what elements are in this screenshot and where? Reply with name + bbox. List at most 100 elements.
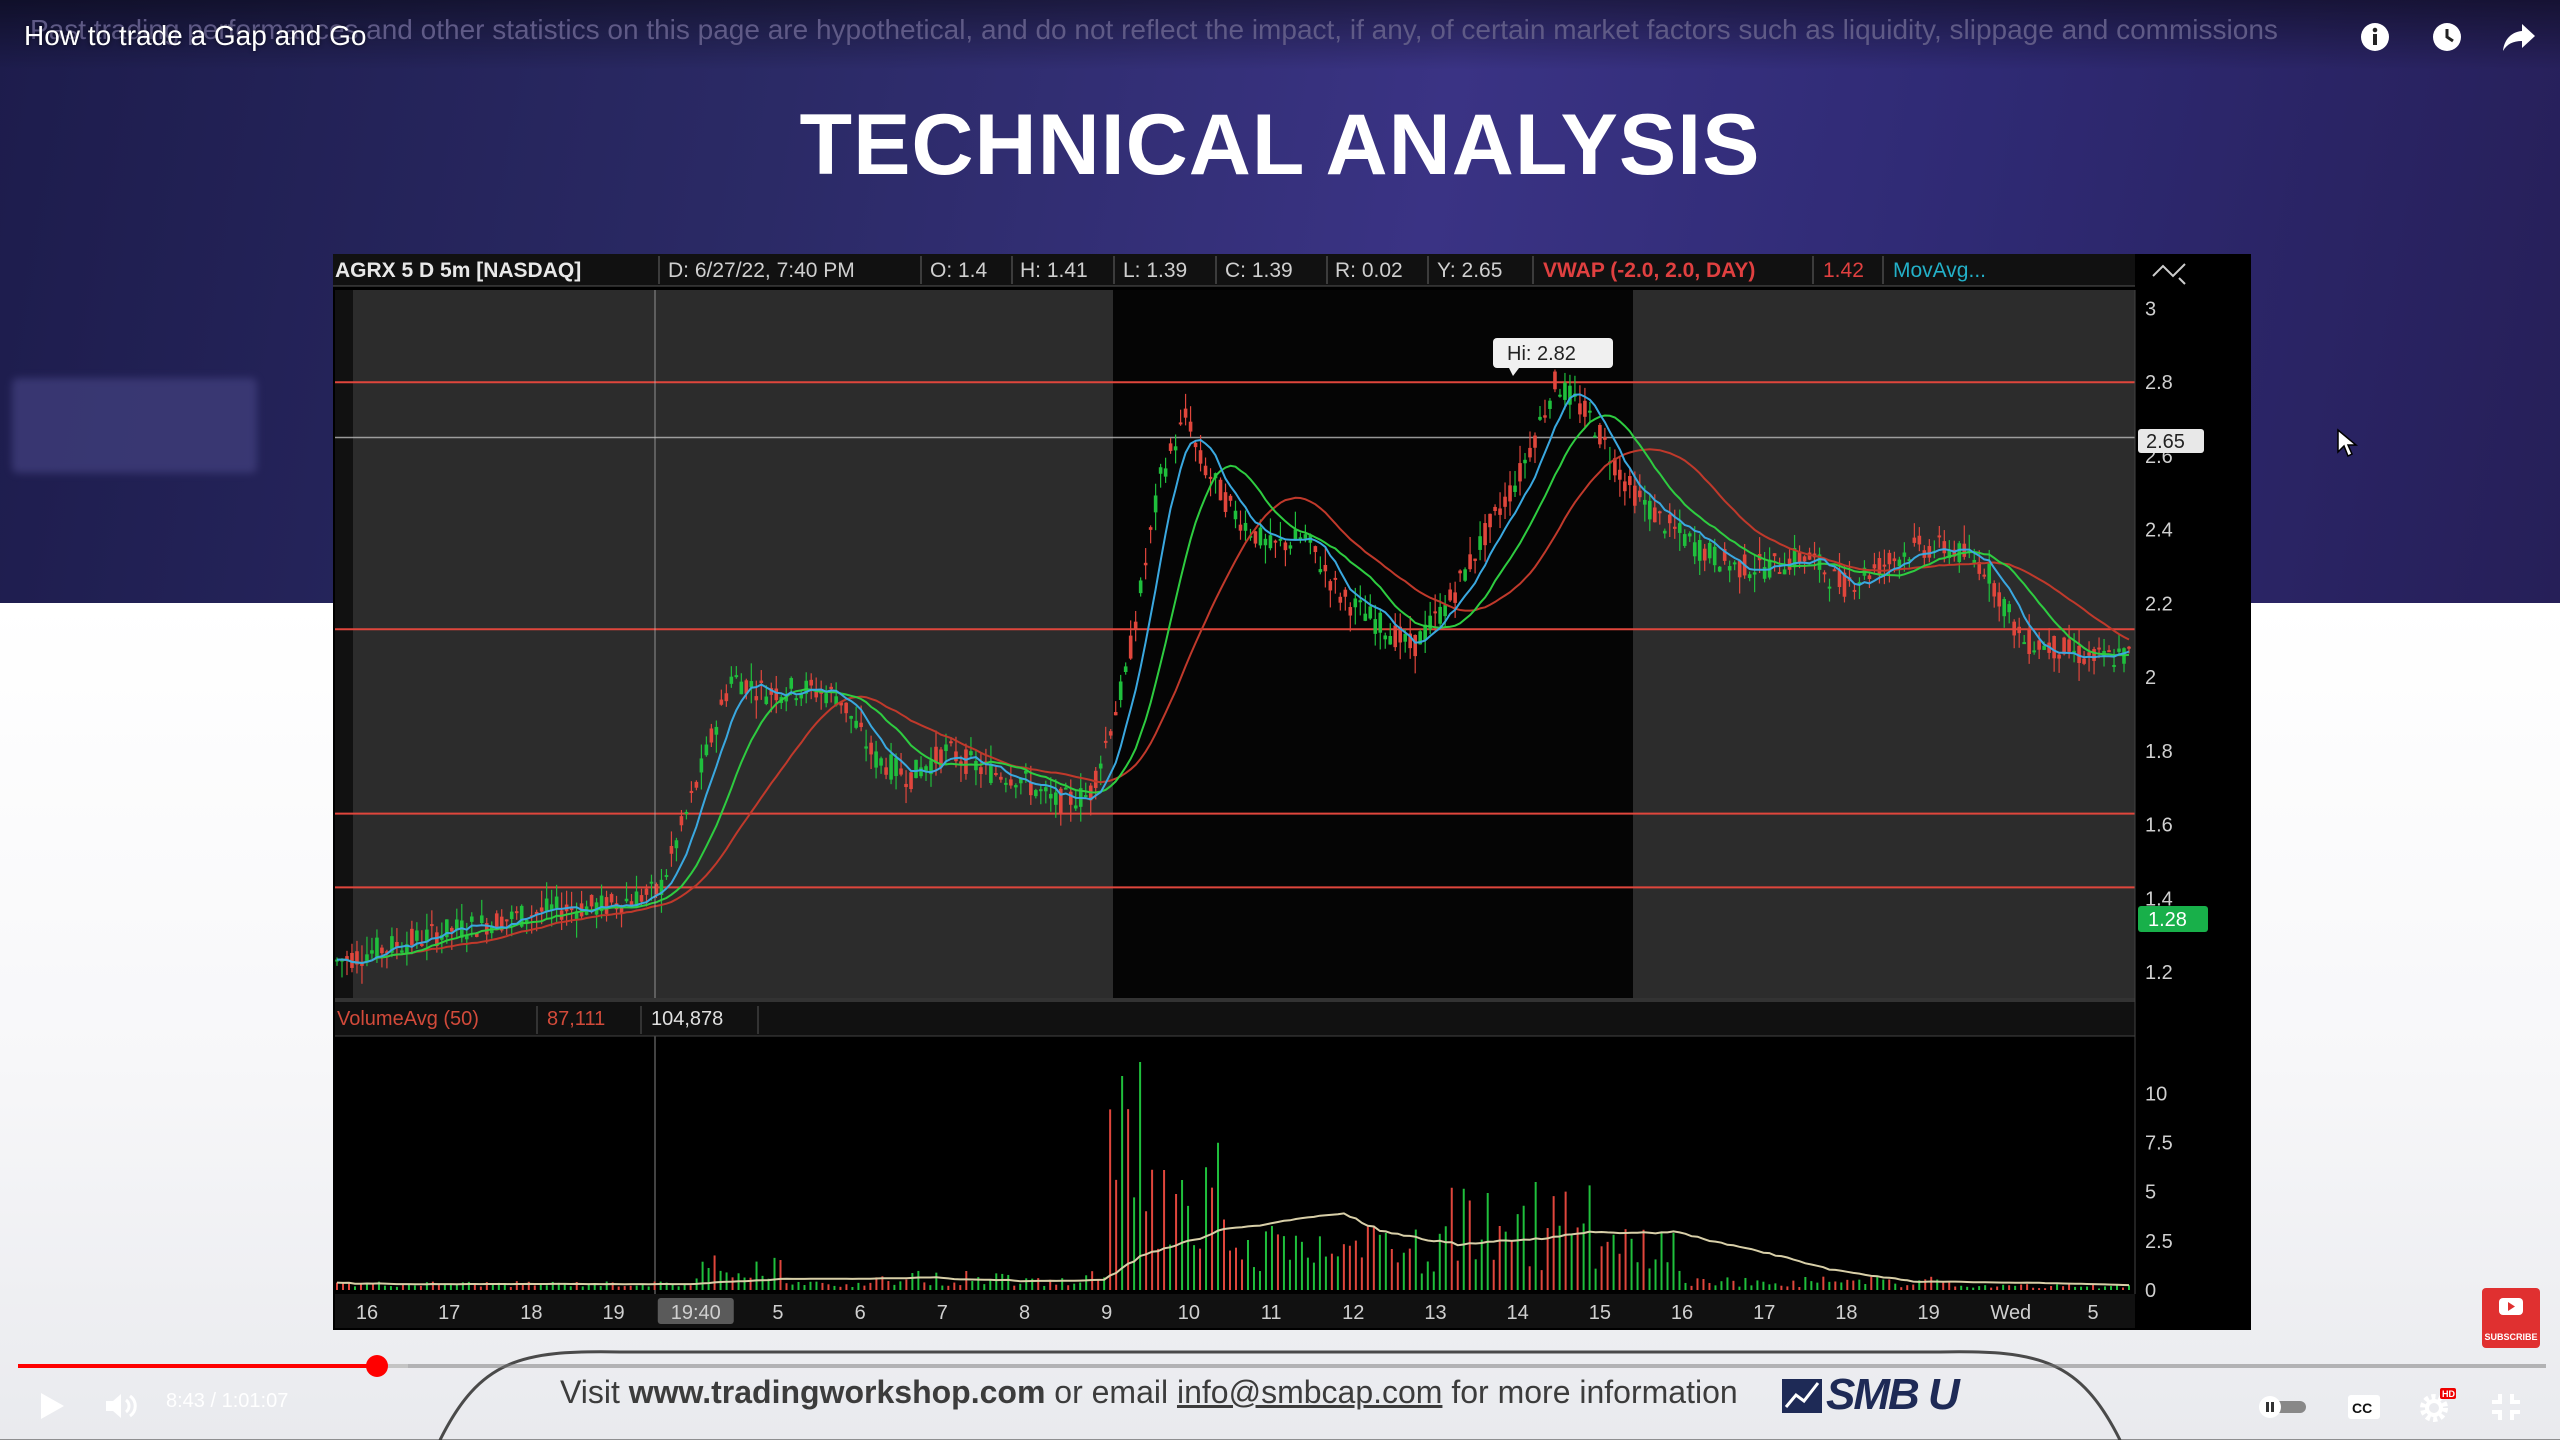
candle-body	[2092, 648, 2096, 661]
volume-tick-label: 0	[2145, 1280, 2156, 1302]
price-tick-label: 1.6	[2145, 815, 2173, 837]
candle-body	[1103, 740, 1108, 743]
chart-movavg: MovAvg...	[1893, 259, 1986, 282]
candle-body	[1313, 546, 1318, 553]
candle-body	[1453, 592, 1457, 603]
candle-body	[1168, 443, 1173, 451]
time-axis-highlight	[657, 1298, 734, 1324]
candle-body	[1433, 611, 1437, 614]
candle-body	[1303, 534, 1308, 539]
candle-body	[1273, 540, 1278, 543]
share-icon[interactable]	[2498, 16, 2540, 58]
chart-canvas: AGRX 5 D 5m [NASDAQ] D: 6/27/22, 7:40 PM…	[333, 254, 2251, 1330]
candle-body	[2067, 639, 2071, 652]
svg-text:CC: CC	[2352, 1400, 2372, 1416]
candle-body	[370, 950, 374, 954]
candle-body	[2032, 650, 2036, 653]
candle-body	[544, 898, 549, 912]
footer-url[interactable]: www.tradingworkshop.com	[628, 1374, 1046, 1410]
candle-body	[1937, 535, 1942, 538]
candle-body	[1672, 526, 1677, 529]
time-tick-label: 9	[1101, 1302, 1112, 1324]
smb-logo-text: SMB U	[1826, 1370, 1960, 1419]
candle-body	[774, 688, 779, 701]
candle-body	[1657, 511, 1662, 514]
candle-body	[854, 720, 858, 728]
candle-body	[754, 696, 759, 701]
play-icon	[41, 1393, 64, 1419]
candle-body	[1153, 495, 1158, 513]
candle-body	[1737, 560, 1742, 578]
candle-body	[1328, 581, 1333, 591]
candle-body	[464, 935, 469, 940]
captions-icon: CC	[2348, 1395, 2380, 1419]
subscribe-button[interactable]: SUBSCRIBE	[2482, 1288, 2540, 1348]
info-icon[interactable]	[2354, 16, 2396, 58]
candle-body	[1687, 533, 1692, 537]
candle-body	[1717, 566, 1722, 572]
candle-body	[1118, 681, 1123, 701]
settings-button[interactable]: HD	[2414, 1384, 2458, 1428]
price-tick-label: 2.8	[2145, 372, 2173, 394]
captions-button[interactable]: CC	[2344, 1392, 2384, 1422]
candle-body	[644, 888, 649, 895]
candle-body	[1258, 527, 1263, 546]
candle-body	[834, 696, 838, 706]
candle-body	[1603, 437, 1607, 440]
candle-body	[589, 894, 594, 907]
candle-body	[749, 681, 754, 688]
candle-body	[2057, 654, 2061, 659]
candle-body	[1448, 589, 1452, 601]
autoplay-toggle[interactable]	[2256, 1392, 2312, 1422]
candle-body	[420, 943, 424, 946]
candle-body	[734, 675, 739, 678]
exit-fullscreen-button[interactable]	[2488, 1390, 2524, 1424]
footer-email[interactable]: info@smbcap.com	[1176, 1374, 1443, 1410]
candle-body	[1902, 552, 1907, 557]
candle-body	[789, 678, 794, 689]
candle-body	[415, 930, 419, 941]
candle-body	[1128, 635, 1133, 659]
candle-body	[2017, 626, 2021, 634]
blurred-panel	[12, 378, 257, 473]
video-title[interactable]: How to trade a Gap and Go	[24, 20, 367, 51]
candle-body	[964, 749, 968, 774]
candle-body	[1543, 415, 1547, 418]
candle-body	[1832, 569, 1837, 572]
candle-body	[1098, 763, 1103, 769]
play-button[interactable]	[34, 1388, 70, 1424]
candle-body	[1363, 613, 1368, 621]
candle-body	[659, 879, 664, 896]
candle-body	[724, 693, 729, 702]
volume-button[interactable]	[102, 1388, 142, 1424]
chart-low: L: 1.39	[1123, 259, 1187, 282]
candle-body	[1652, 507, 1657, 523]
price-panel-bg-dark	[1113, 290, 1633, 998]
volume-tick-label: 2.5	[2145, 1231, 2173, 1253]
candle-body	[469, 916, 474, 922]
time-tick-label: 10	[1178, 1302, 1200, 1324]
candle-body	[1019, 778, 1023, 784]
volume-tick-label: 10	[2145, 1083, 2167, 1105]
price-panel-bg-right	[1633, 290, 2135, 998]
vwap-line	[337, 448, 2130, 965]
candle-body	[1872, 564, 1877, 569]
candle-body	[879, 758, 883, 766]
progress-scrubber[interactable]	[366, 1355, 388, 1377]
candle-body	[375, 937, 379, 959]
candle-body	[1692, 542, 1697, 557]
candle-body	[1024, 770, 1028, 774]
candle-body	[639, 895, 644, 902]
stock-chart[interactable]: AGRX 5 D 5m [NASDAQ] D: 6/27/22, 7:40 PM…	[333, 254, 2251, 1330]
candle-body	[390, 936, 394, 953]
progress-bar[interactable]	[18, 1364, 2546, 1368]
time-tick-label: 19	[1917, 1302, 1939, 1324]
candle-body	[1238, 524, 1243, 531]
candle-body	[924, 766, 928, 772]
candle-body	[744, 680, 749, 694]
candle-body	[1093, 770, 1098, 788]
candle-body	[979, 767, 983, 775]
candle-body	[1882, 564, 1887, 567]
candle-body	[1867, 575, 1872, 579]
watch-later-icon[interactable]	[2426, 16, 2468, 58]
